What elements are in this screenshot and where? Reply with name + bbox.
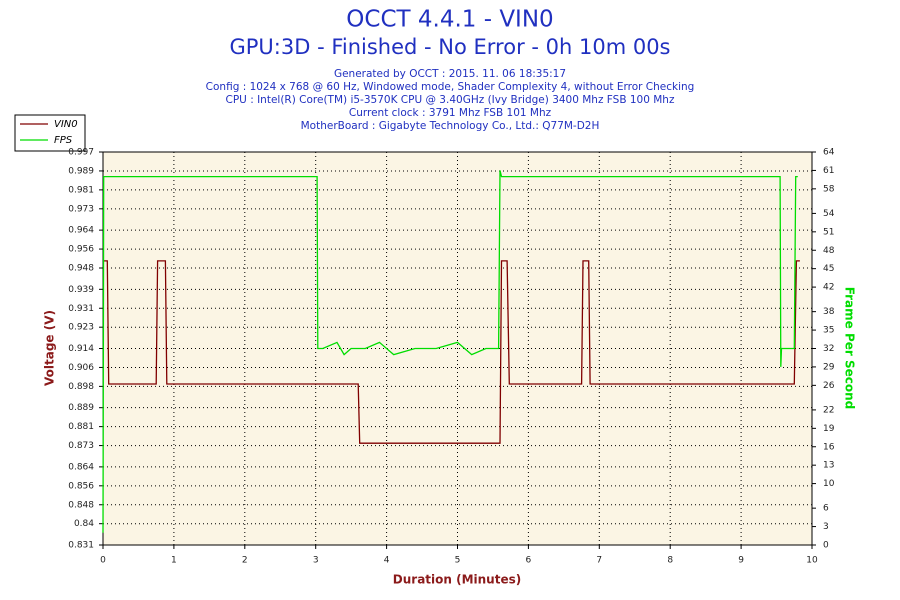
y-tick-label: 0.881: [68, 422, 94, 432]
info-line: Config : 1024 x 768 @ 60 Hz, Windowed mo…: [206, 81, 695, 93]
y-tick-label: 0.848: [68, 500, 94, 510]
y2-tick-label: 3: [823, 522, 829, 532]
y2-tick-label: 35: [823, 326, 834, 336]
x-tick-label: 2: [242, 556, 248, 566]
info-line: Current clock : 3791 Mhz FSB 101 Mhz: [349, 107, 552, 119]
chart-title: OCCT 4.4.1 - VIN0: [346, 7, 553, 33]
y-tick-label: 0.997: [68, 148, 94, 158]
y2-axis-label: Frame Per Second: [843, 287, 857, 410]
chart-subtitle: GPU:3D - Finished - No Error - 0h 10m 00…: [229, 35, 670, 59]
y-tick-label: 0.873: [68, 441, 94, 451]
x-axis-label: Duration (Minutes): [393, 573, 521, 587]
legend-label: FPS: [54, 135, 73, 146]
y-tick-label: 0.964: [68, 226, 94, 236]
y2-tick-label: 45: [823, 264, 834, 274]
y2-tick-label: 51: [823, 227, 834, 237]
legend-label: VIN0: [54, 119, 78, 130]
x-tick-label: 4: [384, 556, 390, 566]
y2-tick-label: 48: [823, 246, 835, 256]
x-tick-label: 9: [738, 556, 744, 566]
info-line: MotherBoard : Gigabyte Technology Co., L…: [301, 120, 600, 132]
y-tick-label: 0.923: [68, 323, 94, 333]
y2-tick-label: 19: [823, 424, 835, 434]
y-tick-label: 0.981: [68, 185, 94, 195]
y2-tick-label: 26: [823, 381, 835, 391]
y2-tick-label: 16: [823, 442, 835, 452]
x-tick-label: 6: [526, 556, 532, 566]
series-line: [102, 170, 798, 533]
x-tick-label: 8: [667, 556, 673, 566]
x-tick-label: 10: [806, 556, 818, 566]
y-tick-label: 0.989: [68, 166, 94, 176]
y-tick-label: 0.831: [68, 541, 94, 551]
x-tick-label: 0: [100, 556, 106, 566]
y2-tick-label: 42: [823, 283, 834, 293]
y-tick-label: 0.956: [68, 245, 94, 255]
y-tick-label: 0.856: [68, 481, 94, 491]
y2-tick-label: 64: [823, 148, 835, 158]
info-line: Generated by OCCT : 2015. 11. 06 18:35:1…: [334, 68, 566, 80]
x-tick-label: 7: [596, 556, 602, 566]
legend-box: [14, 114, 86, 152]
y2-tick-label: 54: [823, 209, 835, 219]
x-tick-label: 5: [455, 556, 461, 566]
y2-tick-label: 61: [823, 166, 834, 176]
y2-tick-label: 10: [823, 479, 835, 489]
y2-tick-label: 32: [823, 344, 834, 354]
y-tick-label: 0.939: [68, 285, 94, 295]
y-tick-label: 0.864: [68, 462, 94, 472]
y2-tick-label: 29: [823, 362, 835, 372]
y-axis-label: Voltage (V): [43, 310, 57, 386]
y2-tick-label: 22: [823, 405, 834, 415]
y-tick-label: 0.973: [68, 204, 94, 214]
y2-tick-label: 13: [823, 461, 834, 471]
y2-tick-label: 6: [823, 504, 829, 514]
y-tick-label: 0.84: [74, 519, 94, 529]
y-tick-label: 0.889: [68, 403, 94, 413]
y2-tick-label: 38: [823, 307, 835, 317]
series-line: [103, 260, 800, 444]
y2-tick-label: 0: [823, 541, 829, 551]
x-tick-label: 3: [313, 556, 319, 566]
y2-tick-label: 58: [823, 184, 835, 194]
y-tick-label: 0.931: [68, 304, 94, 314]
info-line: CPU : Intel(R) Core(TM) i5-3570K CPU @ 3…: [226, 94, 675, 106]
y-tick-label: 0.898: [68, 382, 94, 392]
y-tick-label: 0.914: [68, 344, 94, 354]
y-tick-label: 0.906: [68, 363, 94, 373]
y-tick-label: 0.948: [68, 264, 94, 274]
x-tick-label: 1: [171, 556, 177, 566]
